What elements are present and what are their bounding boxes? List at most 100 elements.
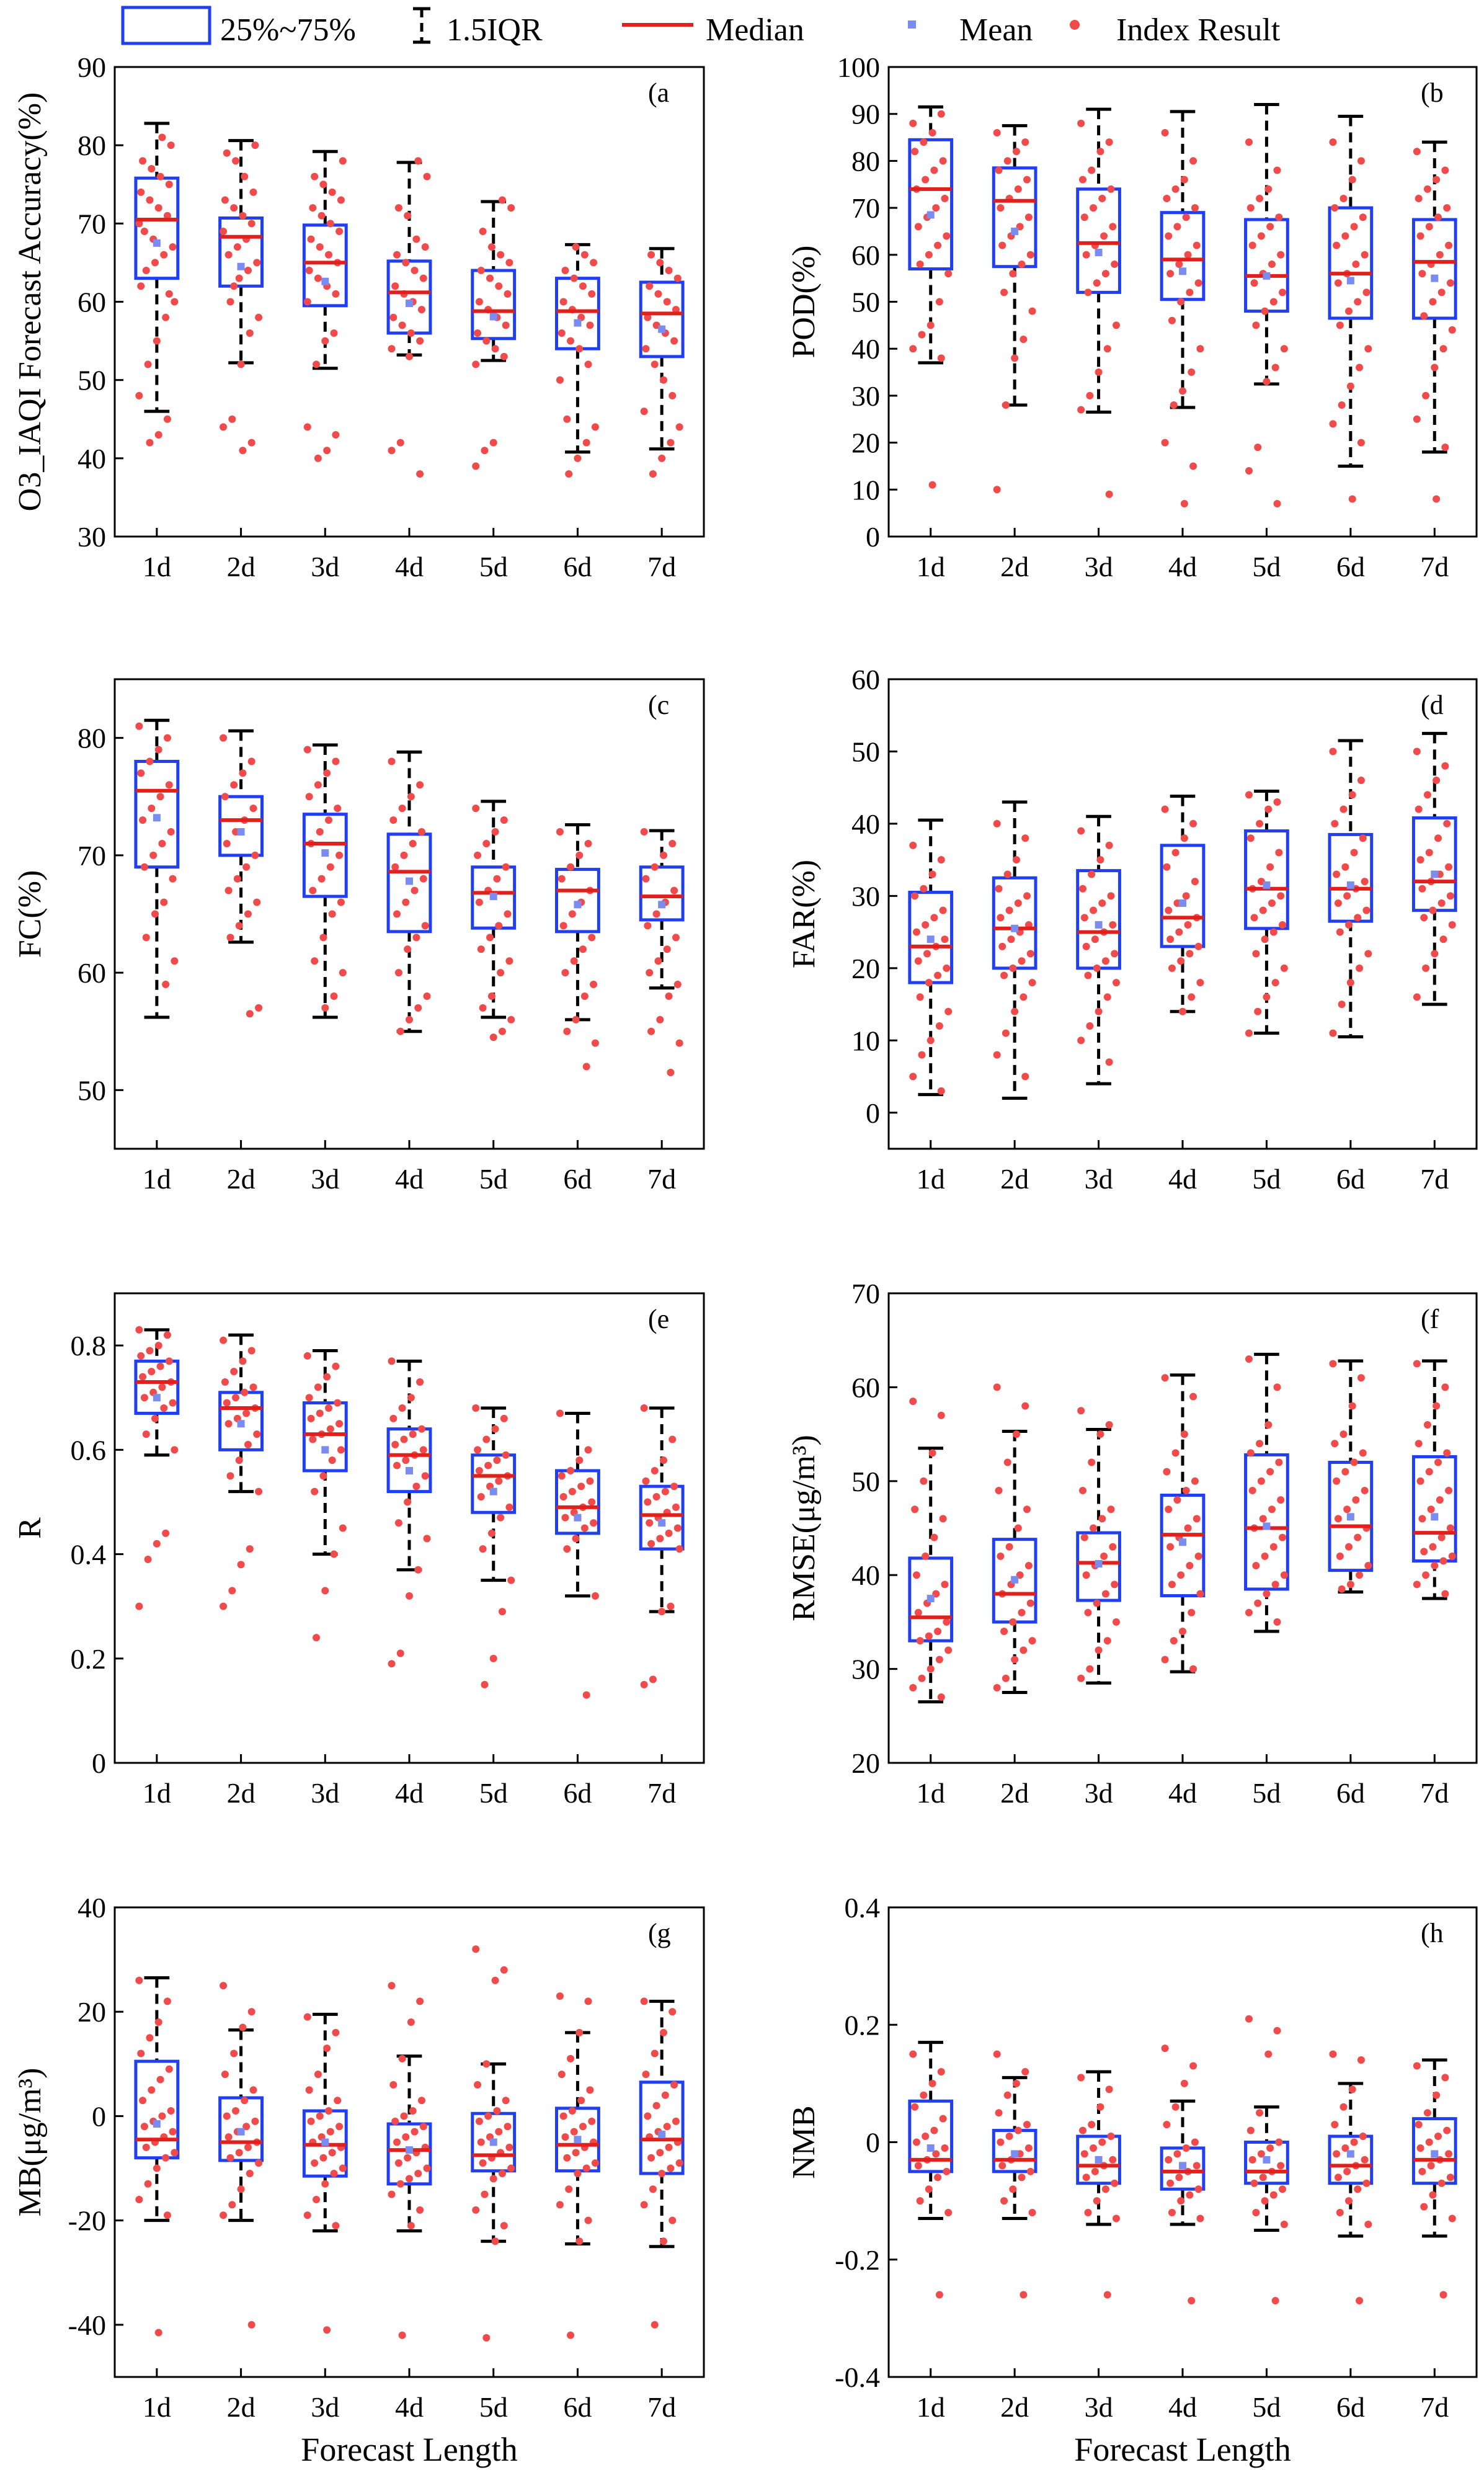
panel-h-point (1334, 2174, 1342, 2182)
panel-a-point (406, 352, 413, 360)
panel-g-point (321, 2180, 329, 2188)
panel-e-point (644, 1498, 652, 1506)
panel-f-point (1273, 1383, 1281, 1391)
panel-d-point (1346, 979, 1354, 987)
panel-d-xtick-label: 4d (1168, 1163, 1197, 1195)
panel-b-point (937, 354, 945, 362)
panel-f-mean (1263, 1522, 1271, 1530)
panel-c-xtick-label: 6d (563, 1163, 592, 1195)
panel-e-point (237, 1561, 245, 1569)
panel-h-point (1080, 2150, 1088, 2158)
panel-a-point (135, 391, 143, 399)
panel-a-point (558, 329, 566, 337)
panel-b-point (939, 157, 947, 165)
panel-h-ylabel: NMB (786, 2105, 822, 2178)
panel-a-point (487, 243, 495, 251)
panel-h-xlabel: Forecast Length (1074, 2431, 1291, 2468)
panel-c-point (472, 805, 480, 813)
panel-h-point (1348, 2085, 1356, 2093)
panel-c-point (491, 828, 499, 836)
panel-g-point (402, 2133, 410, 2141)
panel-e-mean (658, 1519, 666, 1527)
panel-g-point (577, 2097, 585, 2105)
panel-f-point (1343, 1505, 1351, 1514)
panel-e-point (241, 1388, 249, 1396)
panel-f-point (1165, 1505, 1173, 1514)
panel-d-point (943, 964, 951, 972)
panel-b-point (1352, 260, 1360, 268)
panel-e-point (497, 1514, 505, 1522)
panel-f-point (1020, 1646, 1028, 1654)
panel-a-point (656, 259, 664, 267)
panel-a-point (505, 259, 513, 267)
panel-c-point (640, 828, 648, 836)
panel-g-mean (658, 2130, 666, 2138)
panel-d-point (1088, 870, 1096, 878)
panel-e-point (139, 1373, 147, 1381)
panel-f-point (1346, 1581, 1354, 1589)
panel-d-point (1422, 964, 1430, 972)
panel-b-point (1439, 345, 1447, 353)
panel-h-point (1000, 2197, 1008, 2205)
panel-b-point (1082, 251, 1090, 259)
panel-c-point (394, 969, 402, 977)
panel-h-point (1248, 2156, 1256, 2164)
panel-h-point (914, 2162, 922, 2170)
panel-b-point (928, 481, 936, 489)
panel-b-point (1028, 307, 1036, 315)
panel-c-point (489, 1033, 497, 1041)
panel-c-xtick-label: 7d (647, 1163, 676, 1195)
panel-f-point (1196, 1590, 1204, 1598)
panel-f-point (911, 1505, 919, 1514)
panel-b-point (1175, 260, 1183, 268)
panel-a-point (167, 141, 175, 149)
panel-b-point (1425, 223, 1433, 231)
panel-e-point (153, 1540, 161, 1548)
panel-f-point (939, 1515, 947, 1523)
legend-iqr-swatch (413, 7, 430, 44)
panel-c-point (423, 992, 431, 1000)
panel-h-point (1028, 2209, 1036, 2217)
panel-h-point (1250, 2179, 1258, 2187)
panel-d-point (1182, 892, 1190, 900)
panel-d-point (1184, 921, 1192, 929)
panel-c-point (224, 886, 233, 894)
panel-d-xtick-label: 2d (1000, 1163, 1029, 1195)
panel-b-point (1341, 232, 1349, 240)
panel-b-point (918, 331, 926, 339)
panel-e-point (561, 1514, 569, 1522)
panel-f-point (1096, 1430, 1104, 1438)
panel-d-frame (887, 678, 1478, 1150)
panel-a-point (137, 282, 145, 290)
panel-e-ylabel: R (12, 1517, 48, 1539)
panel-b-point (1165, 232, 1173, 240)
panel-b-point (922, 176, 930, 184)
panel-h-point (1009, 2185, 1017, 2193)
panel-d-point (1163, 863, 1171, 871)
panel-g-point (323, 2326, 331, 2334)
panel-h-point (1279, 2185, 1287, 2193)
panel-f-point (1161, 1656, 1169, 1664)
panel-b-point (1338, 401, 1346, 409)
panel-d-point (935, 1022, 943, 1030)
panel-a-mean (489, 313, 497, 321)
panel-h-point (911, 2103, 919, 2111)
panel-h-point (928, 2079, 936, 2087)
panel-b-point (1273, 166, 1281, 174)
panel-a-point (572, 243, 580, 251)
panel-b-mean (1179, 267, 1186, 275)
panel-h-box (1076, 2134, 1121, 2185)
panel-a-point (332, 430, 340, 439)
panel-b-ytick-label: 80 (851, 145, 880, 177)
panel-f-point (1434, 1458, 1442, 1466)
panel-e-point (417, 1425, 425, 1433)
panel-f-point (1254, 1599, 1262, 1607)
panel-f-mean (1179, 1538, 1186, 1546)
panel-f-point (1179, 1628, 1186, 1636)
panel-g-point (567, 2054, 575, 2062)
panel-g-point (489, 2175, 497, 2183)
panel-c-point (559, 922, 567, 930)
panel-d-point (1256, 819, 1264, 827)
panel-h-xtick-label: 3d (1085, 2391, 1113, 2423)
panel-g-point (393, 2138, 401, 2146)
